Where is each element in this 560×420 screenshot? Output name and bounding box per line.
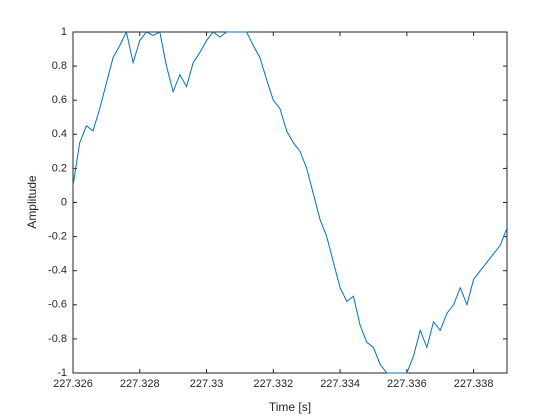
y-tick-label: -1 xyxy=(57,367,67,379)
x-tick-label: 227.332 xyxy=(253,378,293,390)
y-tick-label: 0.4 xyxy=(52,128,67,140)
y-tick-label: 0.8 xyxy=(52,60,67,72)
y-tick-label: 0.6 xyxy=(52,94,67,106)
x-tick-label: 227.338 xyxy=(454,378,494,390)
x-tick-label: 227.328 xyxy=(120,378,160,390)
x-tick-label: 227.336 xyxy=(387,378,427,390)
axes-box xyxy=(72,31,508,374)
y-axis-label: Amplitude xyxy=(25,175,39,229)
x-tick-label: 227.334 xyxy=(320,378,360,390)
y-tick-label: -0.4 xyxy=(48,265,67,277)
x-axis-label: Time [s] xyxy=(269,400,311,414)
y-tick-label: 1 xyxy=(61,26,67,38)
x-tick-label: 227.33 xyxy=(190,378,224,390)
y-tick-label: 0 xyxy=(61,196,67,208)
y-tick-label: -0.6 xyxy=(48,299,67,311)
y-tick-label: -0.8 xyxy=(48,333,67,345)
y-tick-label: 0.2 xyxy=(52,162,67,174)
y-tick-label: -0.2 xyxy=(48,231,67,243)
data-line xyxy=(72,30,508,374)
x-tick-label: 227.326 xyxy=(53,378,93,390)
